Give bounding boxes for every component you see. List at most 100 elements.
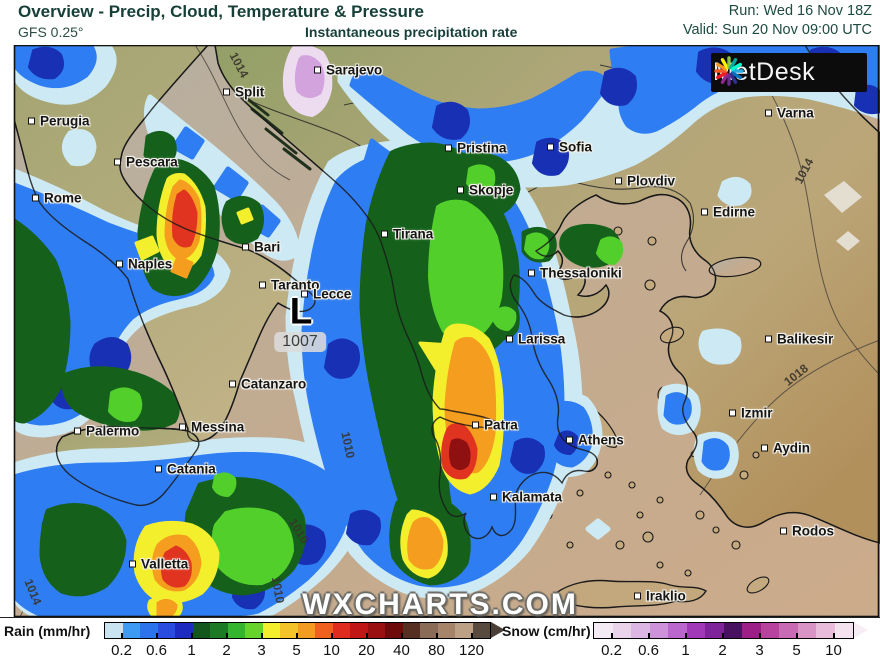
legend-tick [400,633,403,638]
legend-tick-value: 0.6 [146,642,167,659]
city-name: Catanzaro [241,376,307,392]
city-name: Sofia [559,139,593,155]
legend-tick [190,633,193,638]
city-marker-icon [445,144,452,152]
city-marker-icon [314,66,321,74]
header: Overview - Precip, Cloud, Temperature & … [0,0,880,45]
city-label-taranto: Taranto [259,278,320,293]
city-label-catanzaro: Catanzaro [229,377,306,392]
legend-tick-value: 1 [187,642,196,659]
legend-tick-value: 0.2 [601,642,622,659]
legend-segment [612,623,631,638]
legend-segment [742,623,761,638]
city-label-kalamata: Kalamata [490,490,562,505]
city-name: Split [235,84,265,100]
legend-segment [367,623,385,638]
city-marker-icon [566,436,573,444]
city-name: Larissa [518,331,566,347]
city-marker-icon [129,560,136,568]
city-label-patra: Patra [472,418,518,433]
metdesk-logo: MetDesk [711,53,867,92]
city-name: Varna [777,105,814,121]
city-label-plovdiv: Plovdiv [615,174,675,189]
city-label-bari: Bari [242,240,280,255]
run-time: Run: Wed 16 Nov 18Z [728,3,872,19]
legend-segment [385,623,403,638]
city-marker-icon [259,281,266,289]
city-name: Taranto [271,277,320,293]
legend-tick-value: 10 [323,642,340,659]
parameter-subtitle: Instantaneous precipitation rate [305,24,518,40]
legend-tick [795,633,798,638]
city-marker-icon [457,186,464,194]
city-name: Kalamata [502,489,563,505]
legend-tick-value: 20 [358,642,375,659]
legend-tick [832,633,835,638]
legend-segment [834,623,853,638]
legend-segment [332,623,350,638]
city-marker-icon [242,243,249,251]
metdesk-pinwheel-icon [714,56,744,86]
city-label-larissa: Larissa [506,332,565,347]
legend-tick [295,633,298,638]
legend-segment [686,623,705,638]
city-name: Aydin [773,440,810,456]
city-label-pristina: Pristina [445,141,507,156]
city-marker-icon [229,380,236,388]
legend-tick-value: 5 [292,642,301,659]
legend-tick [120,633,123,638]
legend-tick-value: 40 [393,642,410,659]
city-label-rodos: Rodos [780,524,834,539]
city-name: Messina [191,419,245,435]
city-name: Thessaloniki [540,265,622,281]
city-label-lecce: Lecce [301,287,351,302]
city-marker-icon [472,421,479,429]
city-label-palermo: Palermo [74,424,139,439]
city-name: Balikesir [777,331,834,347]
city-marker-icon [506,335,513,343]
city-marker-icon [32,194,39,202]
legend-tick [684,633,687,638]
city-label-edirne: Edirne [701,205,755,220]
weather-map: Sarajevo Split Perugia Pescara Rome Bari Naple… [0,45,880,621]
city-marker-icon [116,260,123,268]
city-label-messina: Messina [179,420,244,435]
city-name: Valletta [141,556,189,572]
rain-color-bar [104,622,491,639]
city-marker-icon [223,88,230,96]
legend-tick [225,633,228,638]
city-marker-icon [765,335,772,343]
city-marker-icon [490,493,497,501]
legend-tick-value: 80 [428,642,445,659]
city-marker-icon [765,109,772,117]
city-name: Pristina [457,140,507,156]
city-name: Palermo [86,423,140,439]
city-name: Skopje [469,182,514,198]
legend-segment [649,623,668,638]
city-label-skopje: Skopje [457,183,513,198]
city-marker-icon [381,230,388,238]
city-marker-icon [74,427,81,435]
legend-segment [315,623,333,638]
legend-segment [227,623,245,638]
legend: Rain (mm/hr) 0.2 0.6 1 2 3 5 10 20 40 80 120 Snow … [0,617,880,665]
legend-segment [122,623,140,638]
city-name: Pescara [126,154,178,170]
legend-segment [594,623,613,638]
legend-tick [435,633,438,638]
city-label-sarajevo: Sarajevo [314,63,382,78]
city-name: Edirne [713,204,756,220]
city-name: Rodos [792,523,834,539]
rain-arrow [491,622,505,638]
legend-segment [280,623,298,638]
city-marker-icon [28,117,35,125]
legend-tick-value: 5 [792,642,801,659]
city-label-balikesir: Balikesir [765,332,833,347]
city-label-athens: Athens [566,433,624,448]
legend-tick [365,633,368,638]
legend-tick [721,633,724,638]
legend-segment [455,623,473,638]
city-name: Lecce [313,286,352,302]
legend-segment [668,623,687,638]
